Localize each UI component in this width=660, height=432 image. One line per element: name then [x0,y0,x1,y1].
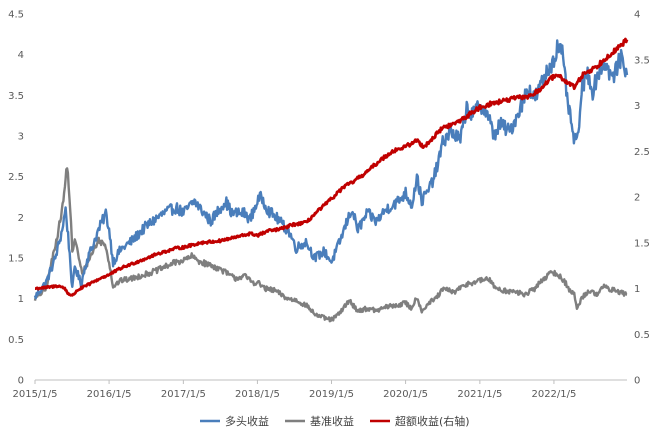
y-left-tick-label: 0.5 [8,335,24,346]
legend-label: 基准收益 [310,414,354,428]
x-tick-label: 2019/1/5 [309,389,354,400]
x-tick-label: 2022/1/5 [531,389,576,400]
x-tick-label: 2017/1/5 [161,389,206,400]
y-left-tick-label: 4.5 [8,10,24,21]
y-left-tick-label: 0 [18,376,24,387]
legend-label: 超额收益(右轴) [395,414,470,428]
x-tick-label: 2018/1/5 [235,389,280,400]
y-right-tick-label: 3 [634,101,640,112]
series-line [33,39,629,300]
y-left-tick-label: 3 [18,132,24,143]
y-right-tick-label: 0 [634,376,640,387]
y-left-tick-label: 3.5 [8,91,24,102]
y-right-tick-label: 0.5 [634,330,650,341]
x-tick-label: 2020/1/5 [383,389,428,400]
x-tick-label: 2021/1/5 [457,389,502,400]
y-right-tick-label: 2 [634,193,640,204]
y-left-tick-label: 1 [18,294,24,305]
series-line [33,167,628,323]
x-tick-label: 2016/1/5 [87,389,132,400]
axes [34,379,627,384]
legend-label: 多头收益 [225,414,269,428]
series-group [33,37,629,323]
y-right-tick-label: 4 [634,10,640,21]
y-left-tick-label: 1.5 [8,254,24,265]
y-left-tick-label: 2 [18,213,24,224]
y-right-tick-label: 1.5 [634,238,650,249]
legend: 多头收益 基准收益 超额收益(右轴) [200,414,470,428]
y-left-tick-label: 2.5 [8,172,24,183]
y-left-tick-label: 4 [18,50,24,61]
tick-labels: 2015/1/5 2016/1/5 2017/1/5 2018/1/5 2019/1/5… [8,10,650,401]
series-line [34,37,629,297]
y-right-tick-label: 3.5 [634,55,650,66]
y-right-tick-label: 1 [634,284,640,295]
y-right-tick-label: 2.5 [634,147,650,158]
x-tick-label: 2015/1/5 [13,389,58,400]
